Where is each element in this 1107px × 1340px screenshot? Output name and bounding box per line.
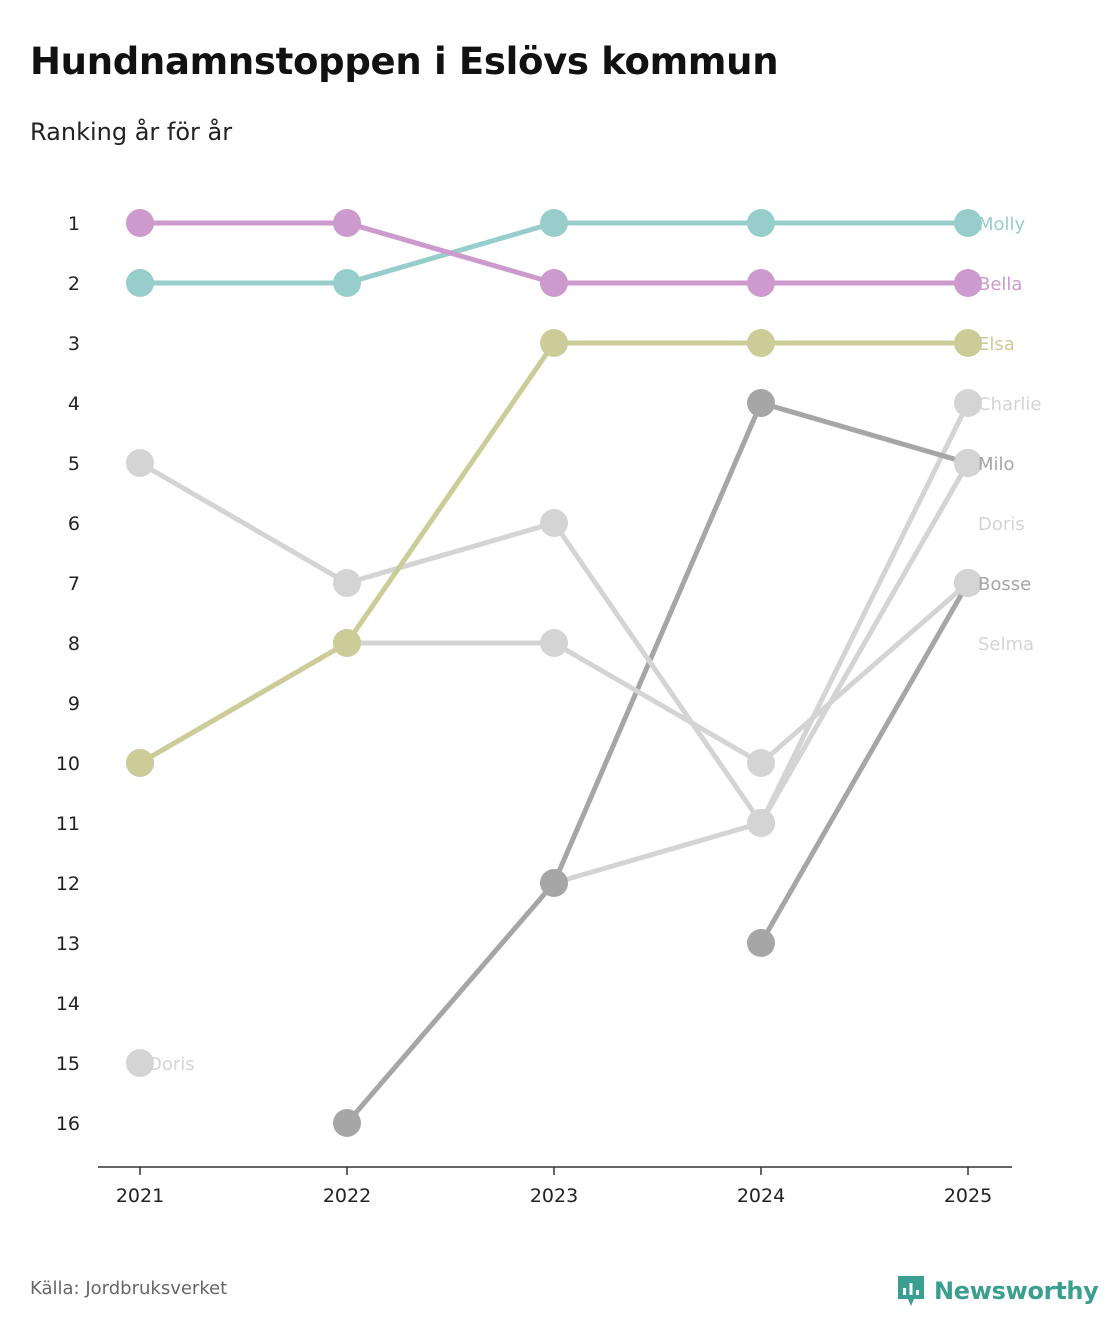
y-tick-label: 5 [68, 453, 80, 475]
y-tick-label: 8 [68, 633, 80, 655]
data-point-elsa [126, 749, 154, 777]
data-point-bosse [747, 929, 775, 957]
end-label-elsa: Elsa [978, 334, 1015, 355]
end-label-charlie: Charlie [978, 394, 1041, 415]
data-point-unnamed [333, 569, 361, 597]
y-tick-label: 2 [68, 273, 80, 295]
data-point-molly [126, 269, 154, 297]
x-tick-label: 2023 [530, 1185, 578, 1207]
data-point-elsa [954, 329, 982, 357]
data-point-bella [333, 209, 361, 237]
end-label-selma: Selma [978, 634, 1034, 655]
series-dots [126, 209, 982, 1137]
data-point-bella [954, 269, 982, 297]
data-point-milo [747, 389, 775, 417]
data-point-unnamed [954, 569, 982, 597]
x-tick-label: 2025 [944, 1185, 992, 1207]
data-point-charlie [954, 389, 982, 417]
y-tick-label: 10 [56, 753, 80, 775]
series-lines [137, 220, 971, 1126]
data-point-doris [126, 1049, 154, 1077]
y-tick-label: 7 [68, 573, 80, 595]
y-tick-label: 6 [68, 513, 80, 535]
data-point-unnamed [126, 449, 154, 477]
x-tick-label: 2024 [737, 1185, 785, 1207]
data-point-selma [954, 449, 982, 477]
data-point-molly [954, 209, 982, 237]
end-label-bosse: Bosse [978, 574, 1031, 595]
chart-subtitle: Ranking år för år [30, 118, 233, 146]
series-line-unnamed [137, 460, 764, 826]
data-point-bella [126, 209, 154, 237]
x-tick-label: 2022 [323, 1185, 371, 1207]
end-label-bella: Bella [978, 274, 1022, 295]
end-label-molly: Molly [978, 214, 1026, 235]
data-point-milo [540, 869, 568, 897]
chart-title: Hundnamnstoppen i Eslövs kommun [30, 40, 779, 83]
y-tick-label: 11 [56, 813, 80, 835]
series-line-selma [758, 460, 971, 826]
data-point-elsa [540, 329, 568, 357]
data-point-unnamed [747, 809, 775, 837]
data-point-unnamed [540, 629, 568, 657]
newsworthy-logo[interactable]: Newsworthy [896, 1274, 1099, 1308]
series-line-milo [344, 400, 971, 1126]
series-labels: Molly Bella Elsa Charlie Milo Doris Bosse Selma… [148, 214, 1041, 1075]
data-point-molly [747, 209, 775, 237]
y-tick-label: 13 [56, 933, 80, 955]
data-point-bella [747, 269, 775, 297]
y-tick-label: 3 [68, 333, 80, 355]
y-tick-label: 1 [68, 213, 80, 235]
start-label-doris: Doris [148, 1054, 195, 1075]
series-line-bosse [758, 580, 971, 946]
y-tick-label: 12 [56, 873, 80, 895]
source-note: Källa: Jordbruksverket [30, 1278, 228, 1299]
newsworthy-logo-icon [898, 1276, 924, 1306]
series-line-unnamed [137, 580, 971, 766]
data-point-bella [540, 269, 568, 297]
y-tick-label: 16 [56, 1113, 80, 1135]
y-tick-label: 14 [56, 993, 80, 1015]
data-point-elsa [747, 329, 775, 357]
data-point-unnamed [540, 509, 568, 537]
series-line-elsa [137, 340, 971, 766]
data-point-molly [333, 269, 361, 297]
data-point-elsa [333, 629, 361, 657]
brand-name: Newsworthy [934, 1277, 1099, 1305]
end-label-doris: Doris [978, 514, 1025, 535]
data-point-unnamed [747, 749, 775, 777]
data-point-milo [333, 1109, 361, 1137]
y-tick-label: 4 [68, 393, 80, 415]
y-tick-label: 9 [68, 693, 80, 715]
x-axis: 2021 2022 2023 2024 2025 [98, 1166, 1012, 1207]
y-tick-label: 15 [56, 1053, 80, 1075]
x-tick-label: 2021 [116, 1185, 164, 1207]
end-label-milo: Milo [978, 454, 1015, 475]
data-point-molly [540, 209, 568, 237]
